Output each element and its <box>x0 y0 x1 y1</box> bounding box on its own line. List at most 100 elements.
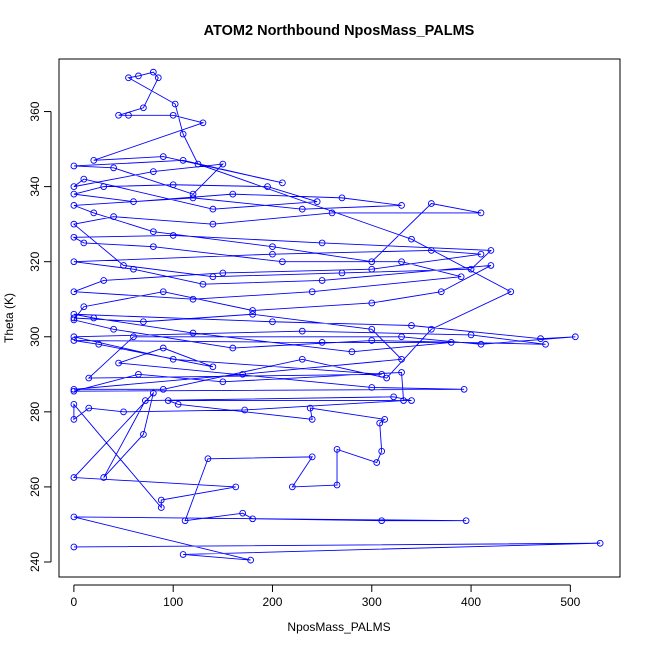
data-point <box>70 220 78 228</box>
series-line <box>72 71 601 561</box>
data-point <box>269 318 276 326</box>
data-point <box>373 459 381 466</box>
data-point <box>209 363 217 371</box>
data-point <box>477 209 485 217</box>
data-point <box>368 299 376 307</box>
data-point <box>159 344 167 352</box>
data-point <box>189 194 197 202</box>
data-point <box>398 369 405 376</box>
data-point <box>249 307 256 314</box>
data-point <box>477 250 485 258</box>
data-point <box>90 209 98 217</box>
data-point <box>467 331 475 339</box>
data-point <box>209 205 217 213</box>
data-point <box>306 404 314 412</box>
data-point <box>142 397 149 404</box>
y-tick-label: 360 <box>28 101 42 121</box>
data-point <box>368 384 376 391</box>
data-point <box>140 104 147 112</box>
data-point <box>383 374 391 382</box>
data-point <box>247 556 254 564</box>
data-point <box>70 415 78 423</box>
data-point <box>298 205 306 213</box>
data-point <box>596 539 604 547</box>
data-point <box>264 183 271 190</box>
data-point <box>70 543 78 551</box>
y-tick-label: 280 <box>28 402 42 422</box>
data-point <box>169 232 177 239</box>
data-point <box>390 393 397 401</box>
data-point <box>542 340 549 348</box>
data-point <box>80 303 88 311</box>
data-point <box>70 400 78 408</box>
data-point <box>398 355 405 363</box>
data-point <box>115 359 122 367</box>
data-point <box>408 322 415 329</box>
data-point <box>85 404 93 412</box>
data-point <box>110 213 117 221</box>
data-point <box>120 262 127 269</box>
data-point <box>279 258 286 266</box>
data-point <box>140 431 147 438</box>
data-point <box>179 551 187 558</box>
data-point <box>70 258 78 266</box>
data-point <box>249 515 256 523</box>
data-point <box>209 273 217 281</box>
data-point <box>70 314 78 322</box>
data-point <box>164 397 172 404</box>
x-tick-label: 500 <box>560 595 580 609</box>
data-point <box>219 160 227 168</box>
data-point <box>318 277 326 284</box>
data-point <box>239 370 247 378</box>
data-point <box>400 397 407 404</box>
data-point <box>507 288 515 296</box>
data-point <box>159 288 167 296</box>
data-point <box>368 337 376 344</box>
series-layer <box>70 68 604 564</box>
data-point <box>189 295 197 303</box>
data-point <box>70 474 78 481</box>
data-point <box>398 202 405 209</box>
data-point <box>427 325 435 333</box>
data-point <box>269 243 276 251</box>
data-point <box>159 385 167 393</box>
data-point <box>288 483 296 491</box>
data-point <box>100 183 108 190</box>
data-point <box>467 265 475 273</box>
data-point <box>70 387 78 395</box>
data-point <box>110 325 117 333</box>
data-point <box>219 269 227 277</box>
y-tick-label: 240 <box>28 552 42 572</box>
data-point <box>462 517 470 525</box>
y-axis-label: Theta (K) <box>2 293 16 343</box>
data-point <box>174 400 182 408</box>
data-point <box>447 339 455 346</box>
data-point <box>229 344 237 352</box>
data-point <box>80 175 88 183</box>
y-tick-label: 300 <box>28 326 42 346</box>
data-point <box>408 235 415 243</box>
data-point <box>130 198 137 205</box>
data-point <box>378 517 386 525</box>
y-tick-label: 260 <box>28 477 42 497</box>
data-point <box>100 474 108 481</box>
data-point <box>368 325 376 333</box>
data-point <box>149 243 157 251</box>
data-point <box>199 280 207 288</box>
data-point <box>328 209 336 217</box>
data-point <box>135 72 142 80</box>
data-point <box>130 333 137 341</box>
data-point <box>232 483 240 491</box>
data-point <box>204 455 212 463</box>
data-point <box>487 262 495 269</box>
data-point <box>90 156 98 164</box>
data-point <box>249 310 256 318</box>
data-point <box>135 370 142 378</box>
data-point <box>70 513 78 521</box>
data-point <box>125 111 132 119</box>
x-tick-label: 200 <box>262 595 282 609</box>
data-point <box>157 504 165 511</box>
data-point <box>169 181 177 189</box>
data-point <box>241 406 249 414</box>
